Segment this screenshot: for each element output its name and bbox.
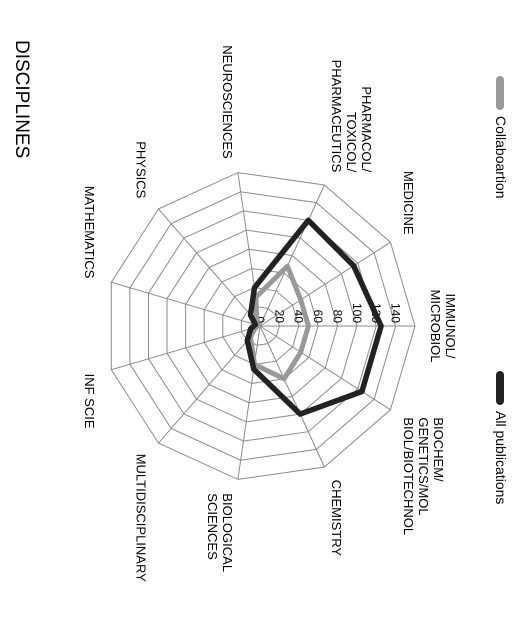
axis-labels: IMMUNOL/MICROBIOL MEDICINE PHARMACOL/TOXIC… xyxy=(82,45,458,582)
spoke-line xyxy=(237,325,261,480)
spoke-line xyxy=(259,325,325,468)
spoke-line xyxy=(111,281,261,327)
axis-label: MATHEMATICS xyxy=(82,186,97,279)
axis-label: INF SCIE xyxy=(82,374,97,429)
axis-label: NEUROSCIENCES xyxy=(220,45,235,159)
spoke-line xyxy=(158,325,261,444)
legend-label: Collaboartion xyxy=(493,116,509,199)
axis-label: BIOCHEM/GENETICS/MOLBIOL/BIOTECHNOL xyxy=(401,417,446,535)
legend: Collaboartion All publications xyxy=(493,76,509,504)
axis-label: IMMUNOL/MICROBIOL xyxy=(428,290,458,363)
axis-label: MULTIDISCIPLINARY xyxy=(133,454,148,582)
axis-label: PHYSICS xyxy=(133,141,148,198)
tick-label: 60 xyxy=(311,310,325,324)
grid-ring xyxy=(240,306,280,346)
legend-label: All publications xyxy=(493,411,509,504)
radar-grid xyxy=(110,172,416,480)
axis-label: PHARMACOL/TOXICOL/PHARMACEUTICS xyxy=(329,60,374,173)
tick-label: 80 xyxy=(331,310,345,324)
grid-ring xyxy=(185,248,339,404)
series-line xyxy=(244,217,384,417)
chart-title: DISCIPLINES xyxy=(11,40,32,158)
tick-label: 100 xyxy=(350,303,364,323)
spoke-line xyxy=(259,325,391,411)
grid-ring xyxy=(129,191,397,461)
axis-label: MEDICINE xyxy=(401,171,416,235)
grid-ring xyxy=(110,172,416,480)
axis-label: CHEMISTRY xyxy=(329,480,344,557)
grid-ring xyxy=(166,229,358,423)
spoke-line xyxy=(111,325,261,371)
spoke-line xyxy=(158,208,261,327)
grid-ring xyxy=(222,287,300,365)
axis-label: BIOLOGICALSCIENCES xyxy=(205,493,235,572)
radar-series xyxy=(244,217,384,417)
spoke-line xyxy=(259,241,391,327)
tick-label: 140 xyxy=(389,303,403,323)
tick-label: 0 xyxy=(253,316,267,323)
spoke-line xyxy=(259,184,325,327)
tick-label: 20 xyxy=(272,310,286,324)
